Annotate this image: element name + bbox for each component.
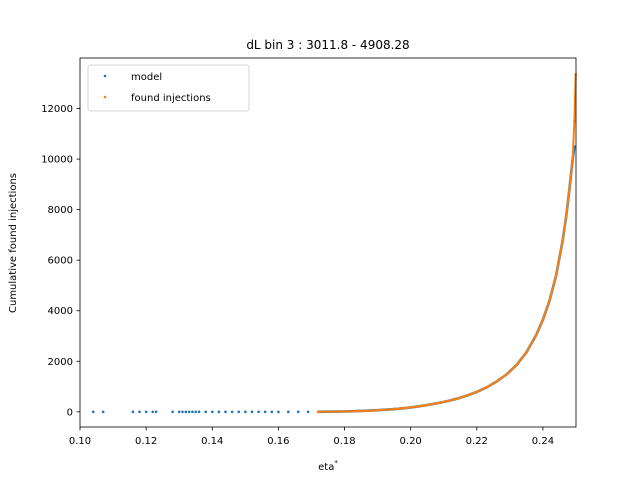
x-axis-label: eta* (318, 459, 338, 473)
x-axis-label-superscript: * (334, 459, 338, 467)
data-point (277, 410, 280, 414)
data-point (244, 410, 247, 414)
y-tick-label: 0 (67, 407, 73, 418)
data-point (257, 410, 260, 414)
data-point (197, 410, 201, 414)
data-point (287, 410, 290, 414)
data-point (204, 410, 207, 414)
data-point (230, 410, 234, 414)
plot-layer (91, 73, 577, 414)
legend: model found injections (87, 64, 250, 112)
data-point (263, 410, 267, 414)
y-tick-label: 6000 (48, 256, 73, 267)
data-point (177, 410, 181, 414)
legend-box (87, 64, 250, 112)
x-axis: 0.10 0.12 0.14 0.16 0.18 0.20 0.22 0.24 (69, 427, 554, 447)
x-tick-label: 0.18 (333, 436, 355, 447)
data-point (270, 410, 274, 414)
legend-marker-model (103, 74, 107, 78)
x-tick-label: 0.22 (466, 436, 488, 447)
plot-frame (79, 57, 577, 428)
data-point (181, 410, 184, 414)
data-point (151, 410, 155, 414)
x-tick-label: 0.14 (201, 436, 223, 447)
data-point (101, 410, 105, 414)
chart-title: dL bin 3 : 3011.8 - 4908.28 (246, 38, 409, 52)
data-point (144, 410, 148, 414)
x-tick-label: 0.12 (135, 436, 157, 447)
series-found-injections (316, 73, 577, 414)
data-point (91, 410, 95, 414)
x-tick-label: 0.10 (69, 436, 91, 447)
x-axis-label-text: eta (318, 462, 334, 473)
data-point (191, 410, 194, 414)
data-point (138, 410, 141, 414)
y-tick-label: 12000 (41, 104, 73, 115)
data-point (224, 410, 227, 414)
y-tick-label: 2000 (48, 357, 73, 368)
data-point (187, 410, 191, 414)
data-point (250, 410, 254, 414)
x-tick-label: 0.20 (400, 436, 422, 447)
data-point (306, 410, 310, 414)
y-tick-label: 4000 (48, 306, 73, 317)
data-point (237, 410, 241, 414)
y-tick-label: 8000 (48, 205, 73, 216)
x-tick-label: 0.24 (532, 436, 554, 447)
x-tick-label: 0.16 (267, 436, 289, 447)
legend-label-found-injections: found injections (131, 93, 211, 104)
legend-label-model: model (131, 72, 162, 83)
y-tick-label: 10000 (41, 155, 73, 166)
data-point (210, 410, 214, 414)
data-point (184, 410, 188, 414)
data-point (154, 410, 158, 414)
y-axis: 0 2000 4000 6000 8000 10000 12000 (41, 104, 80, 418)
data-point (296, 410, 300, 414)
data-point (194, 410, 198, 414)
data-point (131, 410, 135, 414)
legend-marker-found-injections (103, 95, 107, 99)
data-point (217, 410, 221, 414)
y-axis-label: Cumulative found injections (8, 173, 19, 313)
series-trace (318, 74, 577, 413)
data-point (171, 410, 174, 414)
